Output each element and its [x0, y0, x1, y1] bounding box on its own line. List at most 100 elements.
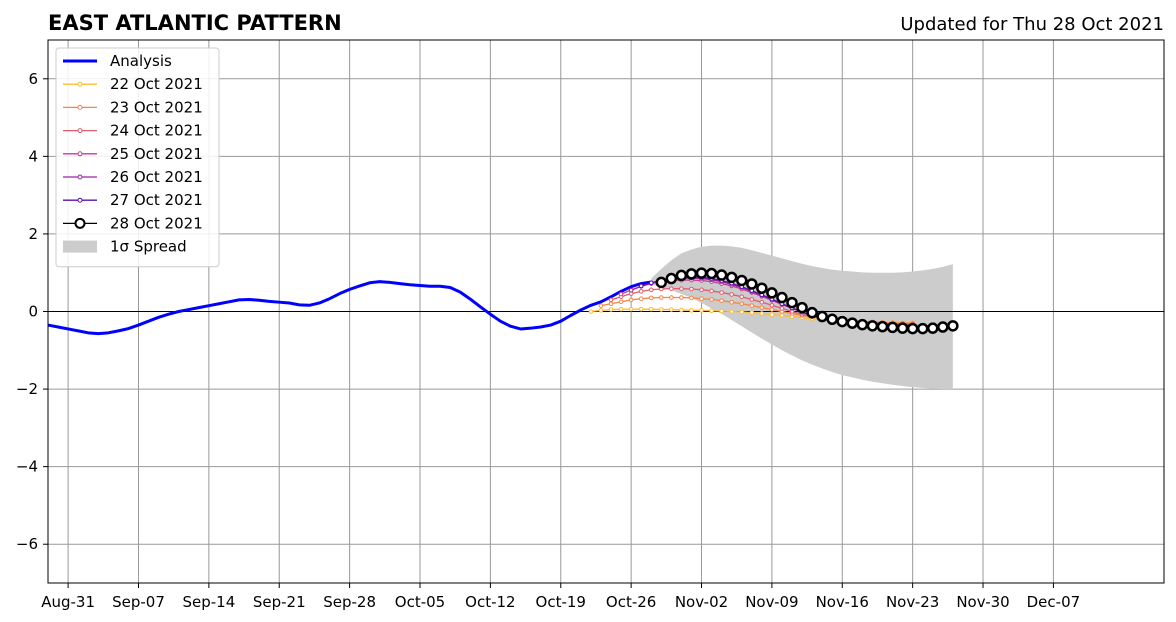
- forecast-point: [719, 290, 724, 295]
- y-tick-label: 6: [28, 70, 38, 88]
- y-tick-label: 2: [28, 225, 38, 243]
- forecast-point: [648, 287, 654, 293]
- legend: Analysis 22 Oct 2021 23 Oct 2021 24 Oct 202…: [55, 47, 220, 268]
- series-0: [47, 280, 652, 336]
- forecast-point: [796, 301, 808, 314]
- forecast-point: [916, 322, 929, 335]
- forecast-point: [648, 306, 654, 312]
- legend-swatch-marker: [77, 104, 83, 110]
- legend-swatch-marker: [77, 128, 83, 134]
- legend-label: 27 Oct 2021: [110, 191, 203, 209]
- forecast-point: [598, 308, 604, 313]
- x-tick-label: Oct-12: [465, 593, 515, 611]
- x-tick-label: Sep-28: [323, 593, 376, 611]
- forecast-point: [669, 295, 674, 300]
- forecast-point: [699, 296, 704, 302]
- x-tick-label: Nov-16: [816, 593, 869, 611]
- forecast-point: [679, 307, 684, 313]
- forecast-point: [749, 297, 755, 302]
- forecast-point: [709, 288, 714, 294]
- legend-label: 24 Oct 2021: [110, 122, 203, 140]
- forecast-point: [739, 301, 745, 307]
- forecast-point: [618, 306, 624, 312]
- y-tick-label: 0: [28, 303, 38, 321]
- forecast-point: [896, 322, 909, 334]
- forecast-point: [739, 294, 745, 300]
- forecast-point: [806, 306, 818, 319]
- forecast-point: [725, 271, 738, 284]
- forecast-point: [769, 312, 775, 317]
- x-tick-label: Oct-26: [606, 593, 656, 611]
- forecast-point: [927, 322, 939, 334]
- forecast-point: [759, 299, 765, 305]
- legend-swatch-marker: [77, 197, 83, 203]
- x-tick-label: Nov-30: [956, 593, 1009, 611]
- forecast-point: [638, 296, 644, 302]
- forecast-point: [685, 268, 698, 280]
- forecast-point: [638, 283, 644, 289]
- forecast-point: [709, 308, 714, 314]
- forecast-point: [766, 287, 778, 299]
- forecast-point: [749, 303, 755, 308]
- x-tick-label: Sep-21: [253, 593, 306, 611]
- forecast-point: [715, 269, 728, 281]
- forecast-point: [665, 272, 678, 285]
- forecast-point: [846, 317, 859, 329]
- legend-label: 22 Oct 2021: [110, 75, 203, 93]
- legend-label: 28 Oct 2021: [110, 214, 203, 232]
- forecast-point: [675, 269, 688, 282]
- forecast-point: [689, 286, 694, 292]
- forecast-point: [906, 322, 919, 335]
- forecast-point: [699, 287, 704, 293]
- series-7: [655, 267, 959, 335]
- forecast-point: [669, 286, 674, 291]
- forecast-point: [705, 267, 718, 280]
- x-tick-label: Dec-07: [1027, 593, 1081, 611]
- forecast-point: [937, 321, 949, 333]
- forecast-point: [719, 298, 724, 303]
- legend-box: [55, 47, 220, 268]
- forecast-point: [947, 320, 959, 332]
- forecast-point: [588, 309, 594, 314]
- legend-label: 1σ Spread: [110, 238, 187, 256]
- analysis-line: [47, 280, 652, 336]
- forecast-point: [648, 280, 654, 286]
- legend-swatch-marker: [77, 151, 83, 157]
- forecast-point: [729, 292, 734, 297]
- legend-label: Analysis: [110, 52, 172, 70]
- forecast-point: [776, 291, 788, 304]
- y-tick-label: −6: [16, 535, 38, 553]
- series-group: [47, 267, 959, 336]
- chart-title: EAST ATLANTIC PATTERN: [48, 11, 342, 35]
- forecast-point: [628, 287, 634, 293]
- legend-swatch-patch: [63, 240, 97, 253]
- forecast-point: [598, 303, 604, 308]
- forecast-point: [628, 297, 634, 303]
- forecast-point: [786, 296, 798, 309]
- x-tick-label: Aug-31: [41, 593, 95, 611]
- forecast-point: [759, 311, 765, 316]
- forecast-point: [779, 306, 785, 311]
- x-tick-label: Oct-05: [395, 593, 445, 611]
- y-tick-label: 4: [28, 147, 38, 165]
- forecast-point: [618, 291, 624, 297]
- forecast-point: [876, 320, 889, 333]
- forecast-point: [608, 297, 614, 303]
- forecast-point: [735, 274, 748, 287]
- legend-swatch-marker: [74, 217, 86, 229]
- x-axis: Aug-31 Sep-07 Sep-14 Sep-21 Sep-28 Oct-05 Oct-…: [41, 583, 1080, 611]
- forecast-point: [729, 309, 734, 314]
- forecast-point: [709, 297, 714, 302]
- forecast-point: [695, 267, 708, 279]
- forecast-point: [679, 295, 684, 300]
- forecast-point: [749, 310, 755, 315]
- x-tick-label: Oct-19: [536, 593, 586, 611]
- chart-updated-label: Updated for Thu 28 Oct 2021: [900, 14, 1164, 35]
- legend-swatch-marker: [77, 81, 83, 87]
- forecast-point: [866, 320, 879, 332]
- legend-label: 23 Oct 2021: [110, 98, 203, 116]
- forecast-point: [836, 315, 849, 328]
- forecast-point: [679, 286, 684, 291]
- forecast-point: [826, 313, 838, 326]
